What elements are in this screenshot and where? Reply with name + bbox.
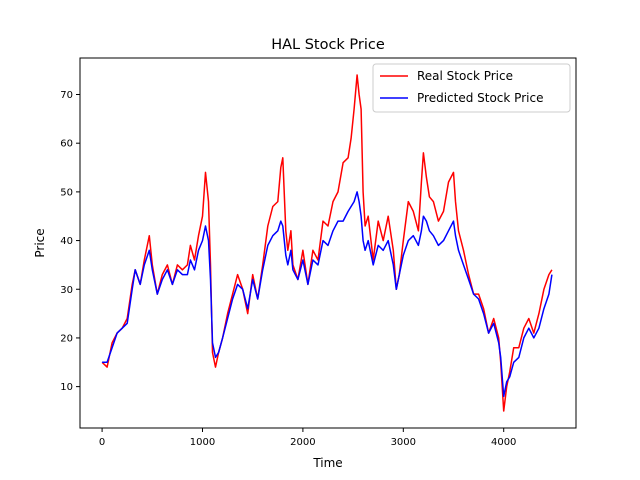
plot-frame bbox=[79, 57, 577, 429]
legend-label-real: Real Stock Price bbox=[417, 69, 513, 83]
plot-area bbox=[79, 57, 577, 429]
y-tick-label: 40 bbox=[60, 236, 73, 247]
y-tick-label: 30 bbox=[60, 285, 73, 296]
x-tick-label: 2000 bbox=[290, 437, 315, 448]
x-tick-label: 0 bbox=[99, 437, 105, 448]
x-axis: 0 1000 2000 3000 4000 bbox=[99, 428, 516, 448]
y-tick-label: 70 bbox=[60, 90, 73, 101]
legend: Real Stock Price Predicted Stock Price bbox=[372, 63, 571, 113]
x-tick-label: 1000 bbox=[190, 437, 215, 448]
chart-title: HAL Stock Price bbox=[271, 37, 385, 53]
series-layer bbox=[101, 74, 553, 412]
y-axis: 10 20 30 40 50 60 70 bbox=[60, 90, 80, 393]
y-tick-label: 10 bbox=[60, 382, 73, 393]
x-axis-title: Time bbox=[312, 456, 342, 470]
x-tick-label: 4000 bbox=[491, 437, 516, 448]
y-tick-label: 60 bbox=[60, 139, 73, 150]
legend-label-predicted: Predicted Stock Price bbox=[417, 91, 543, 105]
legend-box bbox=[372, 63, 571, 113]
x-tick-label: 3000 bbox=[391, 437, 416, 448]
y-axis-title: Price bbox=[33, 228, 47, 257]
y-tick-label: 20 bbox=[60, 333, 73, 344]
y-tick-label: 50 bbox=[60, 187, 73, 198]
series-line-predicted bbox=[102, 191, 553, 398]
